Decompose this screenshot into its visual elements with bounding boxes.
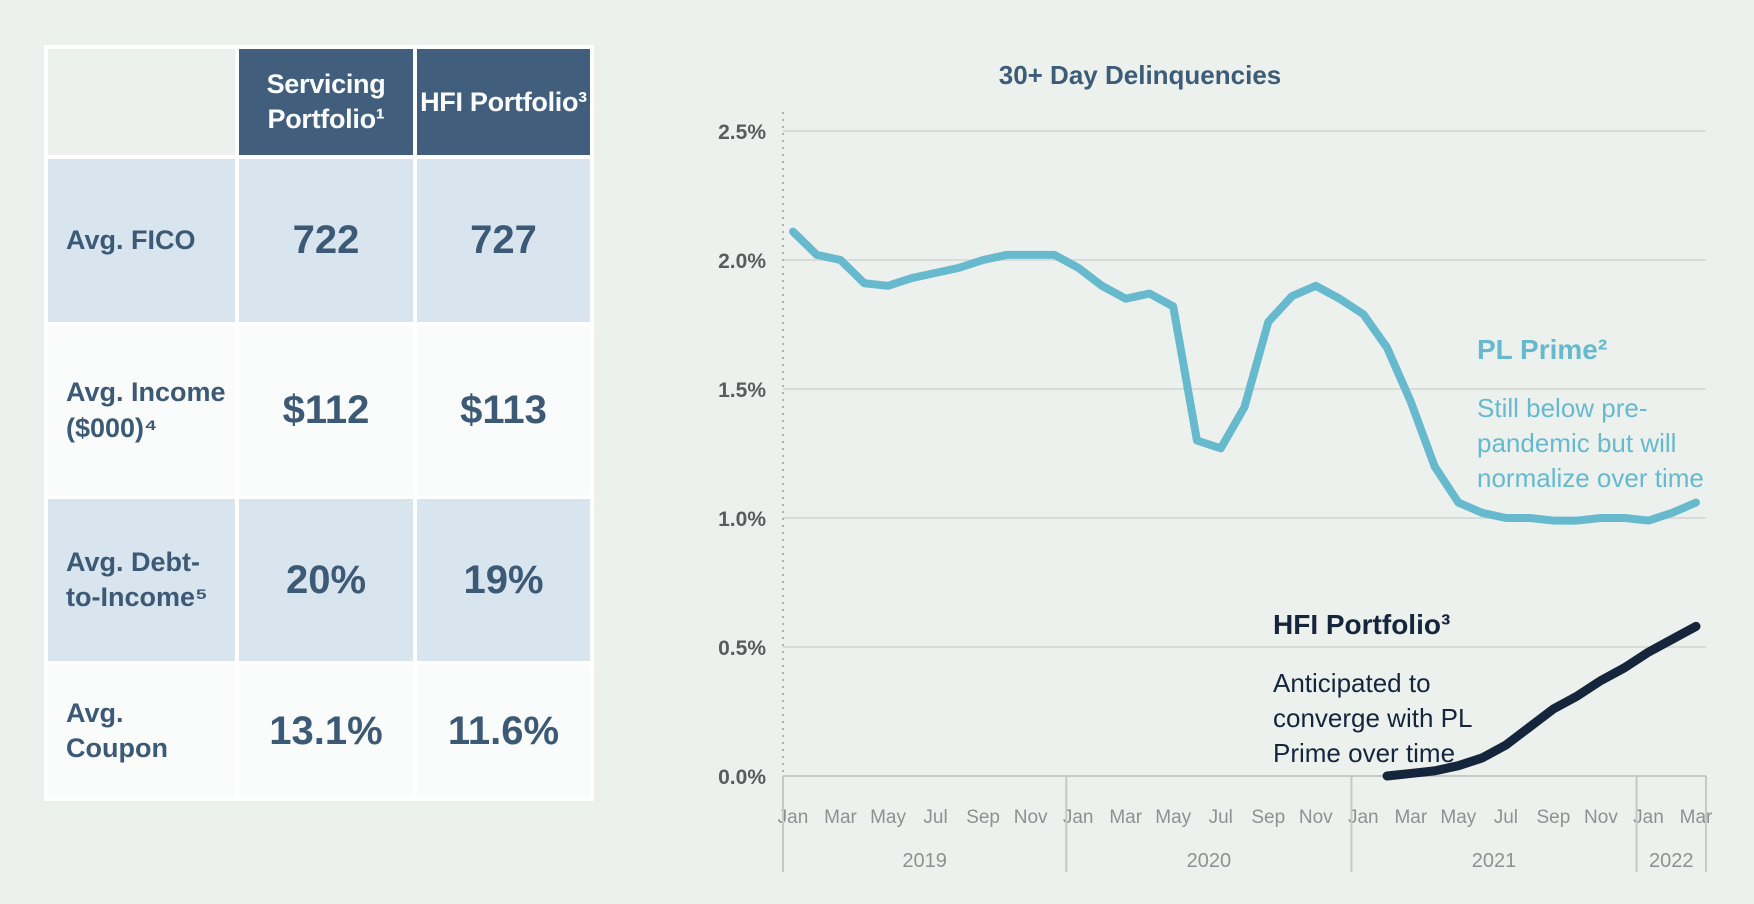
svg-text:Jul: Jul — [923, 807, 947, 828]
column-header-hfi-portfolio: HFI Portfolio³ — [417, 49, 590, 155]
svg-text:1.0%: 1.0% — [718, 508, 766, 531]
table-corner-cell — [48, 49, 235, 155]
avg-income-servicing-value: $112 — [239, 326, 413, 495]
svg-text:Nov: Nov — [1584, 807, 1618, 828]
grid-lines — [783, 130, 1706, 777]
avg-dti-hfi-value: 19% — [417, 499, 590, 661]
svg-text:0.5%: 0.5% — [718, 637, 766, 660]
avg-coupon-servicing-value: 13.1% — [239, 665, 413, 797]
svg-text:2022: 2022 — [1649, 850, 1694, 872]
svg-text:Jan: Jan — [1063, 807, 1094, 828]
data-series-lines — [789, 227, 1701, 781]
svg-text:Jul: Jul — [1209, 807, 1233, 828]
hfi-portfolio-annotation-body: Anticipated to converge with PL Prime ov… — [1273, 668, 1473, 768]
row-label-avg-income: Avg. Income ($000)⁴ — [48, 326, 235, 495]
svg-text:Jul: Jul — [1494, 807, 1518, 828]
row-label-avg-coupon: Avg. Coupon — [48, 665, 235, 797]
svg-text:0.0%: 0.0% — [718, 766, 766, 789]
svg-text:Sep: Sep — [966, 807, 1000, 828]
svg-text:Jan: Jan — [778, 807, 809, 828]
x-axis-month-labels: Jan Mar May Jul Sep Nov Jan Mar May Jul Sep Nov Jan M… — [778, 807, 1713, 828]
row-label-avg-dti: Avg. Debt- to-Income⁵ — [48, 499, 235, 661]
avg-income-hfi-value: $113 — [417, 326, 590, 495]
svg-text:May: May — [1155, 807, 1191, 828]
svg-text:2020: 2020 — [1187, 850, 1232, 872]
svg-text:Sep: Sep — [1251, 807, 1285, 828]
svg-text:Nov: Nov — [1014, 807, 1048, 828]
svg-text:Jan: Jan — [1348, 807, 1379, 828]
svg-text:Mar: Mar — [1680, 807, 1713, 828]
svg-text:Mar: Mar — [1394, 807, 1427, 828]
svg-text:May: May — [870, 807, 906, 828]
svg-text:2021: 2021 — [1472, 850, 1517, 872]
x-axis-year-labels: 2019 2020 2021 2022 — [782, 776, 1707, 872]
svg-text:Mar: Mar — [1109, 807, 1142, 828]
row-label-avg-fico: Avg. FICO — [48, 159, 235, 322]
svg-text:Jan: Jan — [1633, 807, 1664, 828]
hfi-portfolio-annotation: HFI Portfolio³ Anticipated to converge w… — [1273, 591, 1533, 789]
svg-text:2019: 2019 — [902, 850, 947, 872]
pl-prime-annotation-body: Still below pre- pandemic but will norma… — [1477, 393, 1704, 493]
portfolio-metrics-table: Servicing Portfolio¹ HFI Portfolio³ Avg.… — [44, 45, 594, 801]
hfi-portfolio-annotation-title: HFI Portfolio³ — [1273, 609, 1451, 640]
svg-text:Sep: Sep — [1537, 807, 1571, 828]
avg-coupon-hfi-value: 11.6% — [417, 665, 590, 797]
svg-text:May: May — [1440, 807, 1476, 828]
svg-text:1.5%: 1.5% — [718, 379, 766, 402]
chart-title: 30+ Day Delinquencies — [998, 60, 1282, 90]
svg-text:2.0%: 2.0% — [718, 250, 766, 273]
pl-prime-annotation: PL Prime² Still below pre- pandemic but … — [1477, 316, 1747, 514]
avg-dti-servicing-value: 20% — [239, 499, 413, 661]
avg-fico-hfi-value: 727 — [417, 159, 590, 322]
pl-prime-annotation-title: PL Prime² — [1477, 334, 1608, 365]
svg-text:2.5%: 2.5% — [718, 121, 766, 144]
y-axis-tick-labels: 2.5% 2.0% 1.5% 1.0% 0.5% 0.0% — [718, 121, 766, 789]
avg-fico-servicing-value: 722 — [239, 159, 413, 322]
svg-text:Nov: Nov — [1299, 807, 1333, 828]
column-header-servicing-portfolio: Servicing Portfolio¹ — [239, 49, 413, 155]
svg-text:Mar: Mar — [824, 807, 857, 828]
